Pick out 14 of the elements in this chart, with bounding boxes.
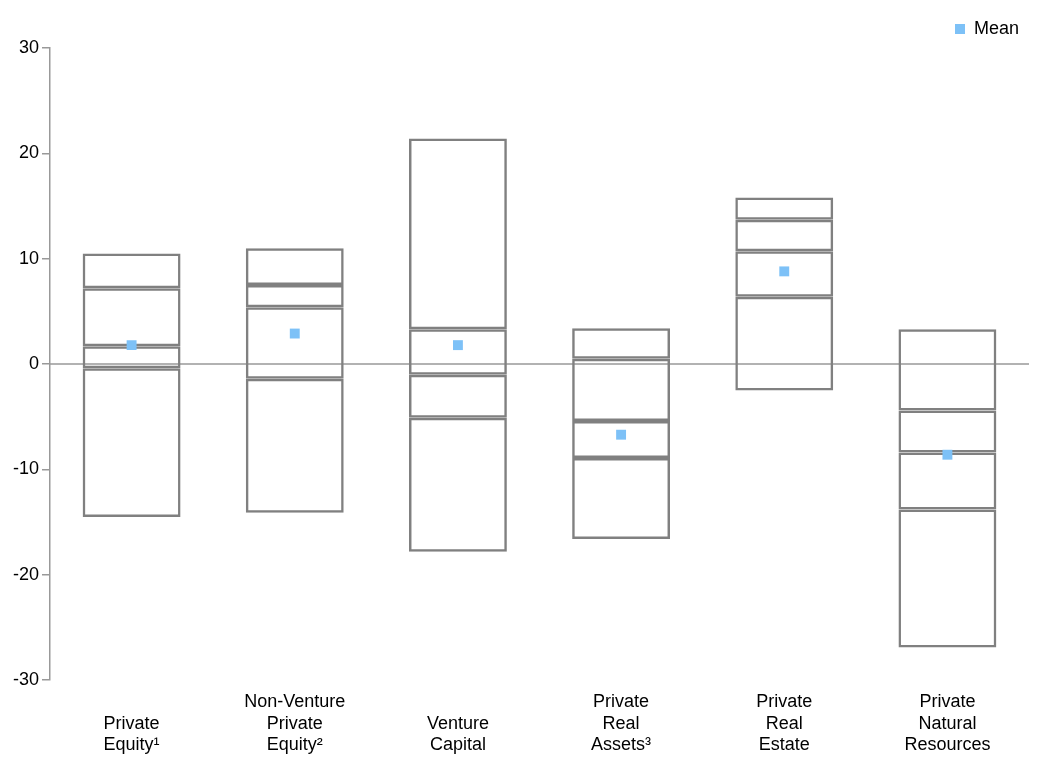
x-tick-label: Private Natural Resources	[904, 690, 991, 755]
x-tick-label: Private Equity¹	[103, 712, 160, 755]
x-tick-label: Venture Capital	[426, 712, 489, 755]
legend-label: Mean	[973, 17, 1019, 38]
x-tick-label: Private Real Assets³	[591, 690, 652, 755]
y-tick-label: 20	[18, 142, 40, 163]
x-tick-label: Non-Venture Private Equity²	[244, 690, 346, 755]
y-tick-label: -10	[13, 458, 40, 479]
y-tick-label: 10	[18, 247, 40, 268]
x-tick-label: Private Real Estate	[756, 690, 813, 755]
y-tick-label: 0	[29, 353, 40, 374]
y-tick-label: -20	[13, 563, 40, 584]
y-tick-label: -30	[13, 669, 40, 690]
y-tick-label: 30	[18, 36, 40, 57]
